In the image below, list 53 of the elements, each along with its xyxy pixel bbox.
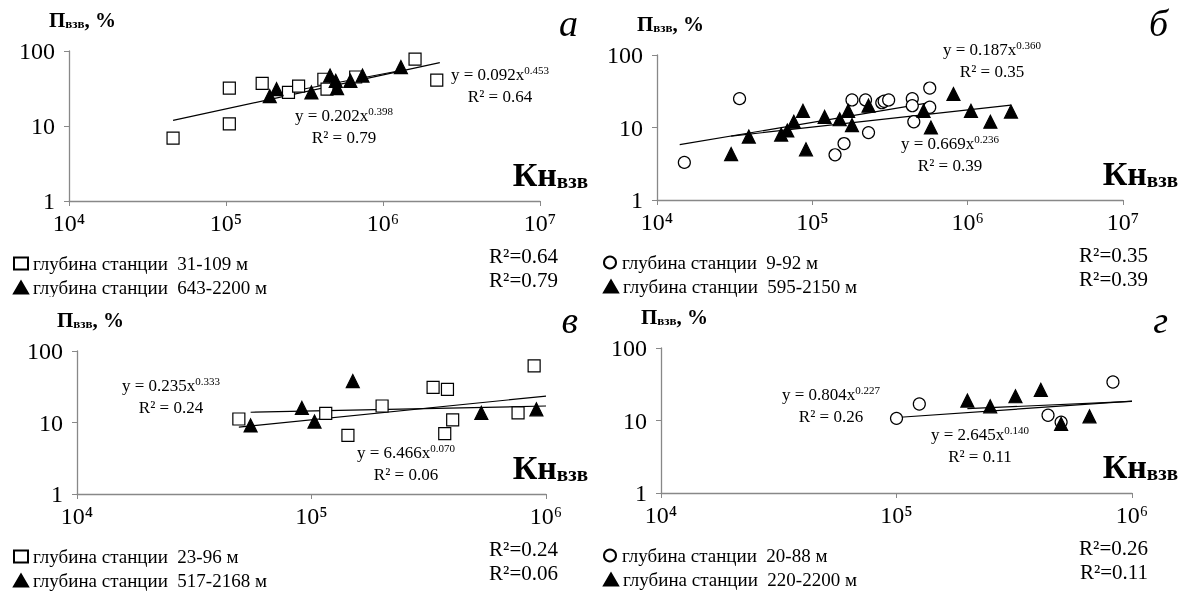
x-axis-title: Кнвзв	[1102, 447, 1178, 485]
y-axis-title: Пвзв, %	[637, 11, 705, 36]
y-tick-label: 100	[611, 335, 647, 361]
y-tick-label: 1	[51, 481, 63, 507]
legend-label: глубина станции 31-109 м	[33, 253, 248, 274]
chart-title: г	[1153, 299, 1168, 341]
legend-label: глубина станции 23-96 м	[33, 546, 239, 567]
legend-label: глубина станции 220-2200 м	[623, 569, 857, 590]
x-tick-label: 10⁶	[366, 210, 400, 236]
x-tick-label: 10⁵	[295, 503, 328, 529]
y-tick-label: 1	[631, 187, 643, 213]
text: R²=0.64	[489, 243, 559, 268]
text: R²=0.39	[1079, 266, 1149, 291]
x-tick-label: 10⁴	[640, 209, 674, 235]
x-tick-label: 10⁷	[1106, 209, 1140, 235]
text: R²=0.24	[489, 536, 559, 561]
x-tick-label: 10⁵	[796, 209, 829, 235]
text: R²=0.35	[1079, 242, 1149, 267]
y-tick-label: 10	[31, 113, 55, 139]
legend-label: глубина станции 20-88 м	[622, 545, 828, 566]
chart-title: б	[1148, 2, 1170, 44]
y-tick-label: 1	[635, 480, 647, 506]
y-tick-label: 100	[607, 42, 643, 68]
text: R²=0.26	[1079, 535, 1149, 560]
y-axis-title: Пвзв, %	[49, 7, 117, 32]
text: R²=0.79	[489, 267, 559, 292]
y-tick-label: 100	[27, 338, 63, 364]
y-axis-title: Пвзв, %	[641, 304, 709, 329]
x-axis-title: Кнвзв	[1102, 154, 1178, 192]
x-tick-label: 10⁵	[880, 502, 913, 528]
x-tick-label: 10⁶	[1115, 502, 1149, 528]
text: R²=0.11	[1079, 559, 1149, 584]
legend-label: глубина станции 9-92 м	[622, 252, 818, 273]
x-tick-label: 10⁴	[644, 502, 678, 528]
chart-title: а	[559, 2, 578, 44]
y-axis-title: Пвзв, %	[57, 307, 125, 332]
x-tick-label: 10⁷	[523, 210, 557, 236]
chart-title: в	[561, 299, 578, 341]
legend-label: глубина станции 517-2168 м	[33, 570, 267, 591]
x-tick-label: 10⁶	[951, 209, 984, 235]
text: R²=0.06	[489, 560, 559, 585]
x-tick-label: 10⁴	[52, 210, 86, 236]
x-tick-label: 10⁴	[60, 503, 94, 529]
x-tick-label: 10⁶	[529, 503, 563, 529]
x-axis-title: Кнвзв	[512, 155, 588, 193]
x-axis-title: Кнвзв	[512, 448, 588, 486]
y-tick-label: 1	[43, 188, 55, 214]
legend-label: глубина станции 595-2150 м	[623, 276, 857, 297]
y-tick-label: 100	[19, 38, 55, 64]
y-tick-label: 10	[623, 407, 647, 434]
y-tick-label: 10	[619, 114, 643, 141]
y-tick-label: 10	[39, 409, 63, 436]
x-tick-label: 10⁵	[209, 210, 243, 236]
